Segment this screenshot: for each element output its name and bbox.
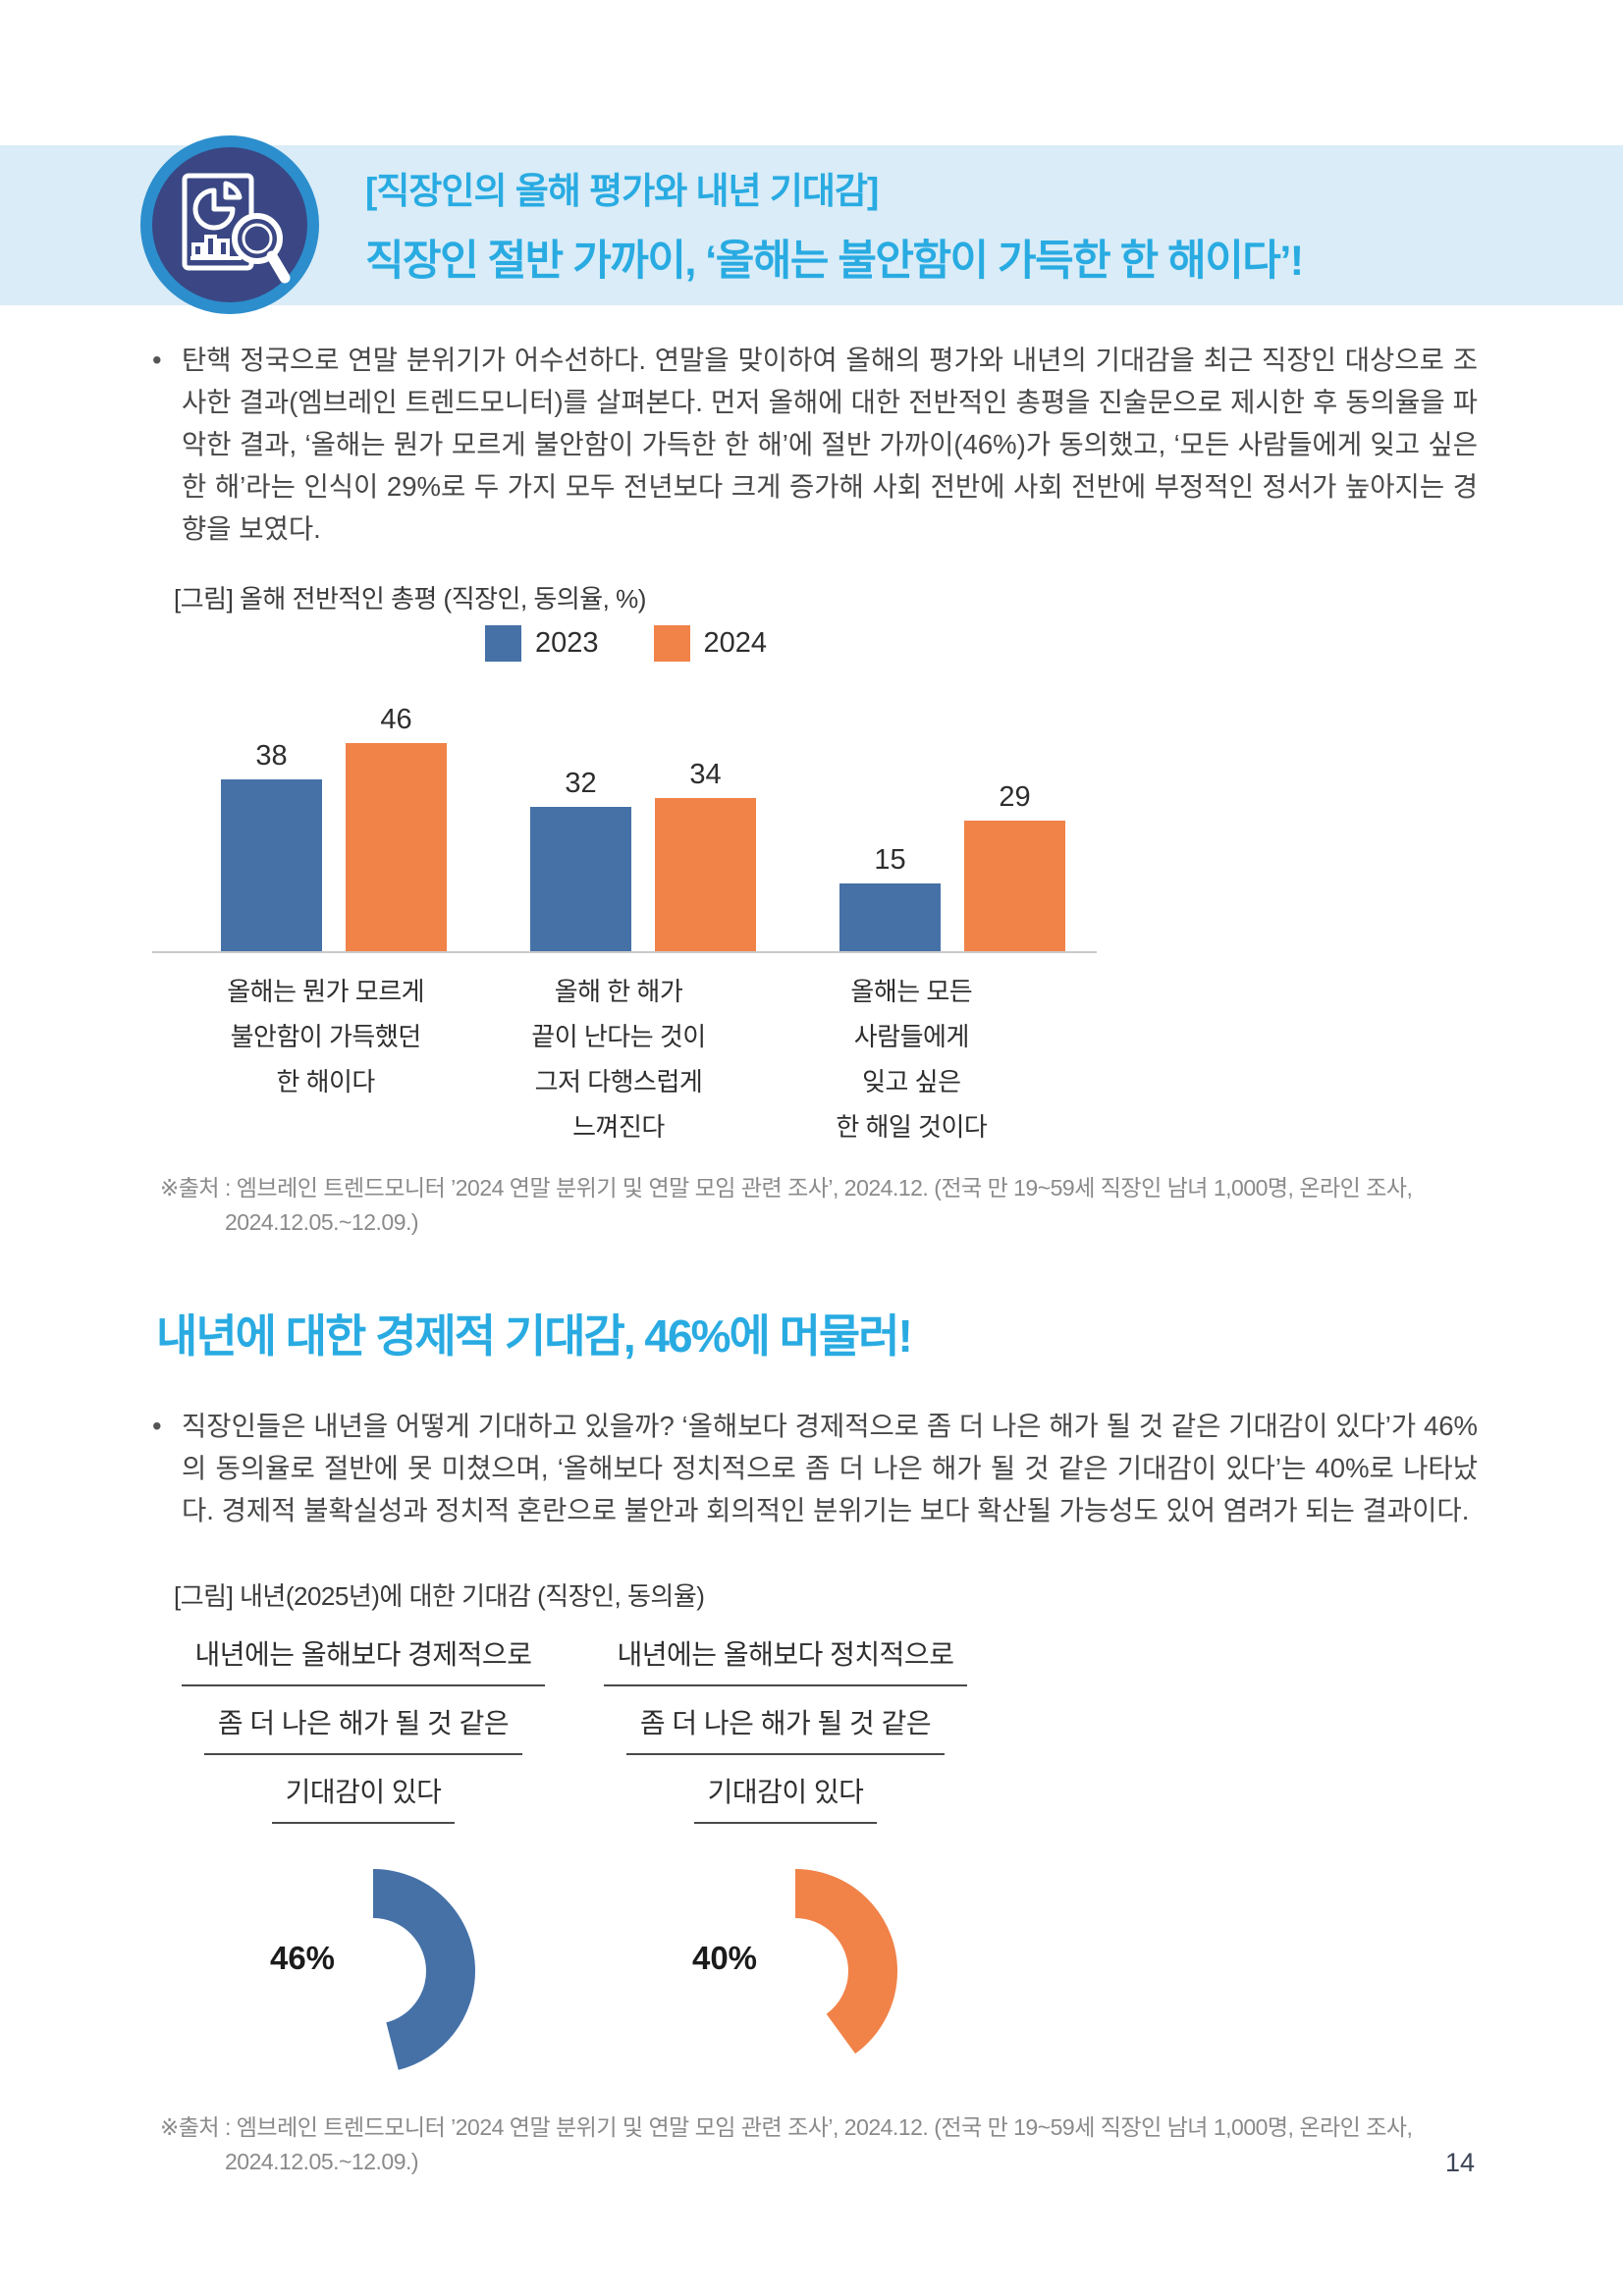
bar-value-label: 29 [999, 781, 1031, 813]
chart1-caption: [그림] 올해 전반적인 총평 (직장인, 동의율, %) [174, 584, 646, 614]
legend-label-2024: 2024 [703, 626, 768, 659]
donut-label-line: 기대감이 있다 [182, 1771, 546, 1840]
source-note-line2: 2024.12.05.~12.09.) [225, 2149, 419, 2174]
bar-value-label: 38 [255, 740, 288, 772]
chart2-caption: [그림] 내년(2025년)에 대한 기대감 (직장인, 동의율) [174, 1581, 705, 1611]
main-content: • 탄핵 정국으로 연말 분위기가 어수선하다. 연말을 맞이하여 올해의 평가… [152, 339, 1478, 2179]
chart1-legend: 2023 2024 [152, 624, 1100, 662]
donut-percent-label: 46% [270, 1940, 335, 1976]
donut-label-line: 기대감이 있다 [604, 1771, 968, 1840]
bar-group-2: 32 34 [530, 759, 756, 951]
category-label-line: 느껴진다 [572, 1112, 665, 1142]
donut-label-text: 좀 더 나은 해가 될 것 같은 [625, 1702, 946, 1755]
donut-label-text: 기대감이 있다 [271, 1771, 456, 1824]
donut-label-text: 내년에는 올해보다 경제적으로 [181, 1633, 546, 1686]
legend-item-2024: 2024 [653, 624, 768, 662]
bar-value-label: 15 [874, 844, 906, 876]
donut-label-line: 내년에는 올해보다 경제적으로 [181, 1633, 546, 1702]
section2-paragraph: • 직장인들은 내년을 어떻게 기대하고 있을까? ‘올해보다 경제적으로 좀 … [152, 1405, 1478, 1531]
header-text-block: [직장인의 올해 평가와 내년 기대감] 직장인 절반 가까이, ‘올해는 불안… [365, 161, 1304, 288]
category-label-line: 잊고 싶은 [862, 1067, 961, 1096]
bullet-marker: • [152, 1411, 162, 1441]
source-note-line1: ※출처 : 엠브레인 트렌드모니터 ’2024 연말 분위기 및 연말 모임 관… [160, 1175, 1413, 1201]
bullet-marker: • [152, 345, 162, 375]
bar-value-label: 34 [689, 759, 722, 790]
donut-label-line: 좀 더 나은 해가 될 것 같은 [604, 1702, 968, 1771]
chart1-axis-line [152, 951, 1097, 953]
category-label-line: 올해는 뭔가 모르게 [227, 977, 425, 1006]
bar-rect [839, 883, 941, 951]
donut-percent-label: 40% [692, 1940, 757, 1976]
donut-label-text: 내년에는 올해보다 정치적으로 [603, 1633, 968, 1686]
donut-arc-2: 40% [692, 1869, 897, 2073]
section2-text: 직장인들은 내년을 어떻게 기대하고 있을까? ‘올해보다 경제적으로 좀 더 … [182, 1411, 1478, 1525]
category-label-line: 한 해이다 [276, 1067, 375, 1096]
bar-rect [530, 807, 631, 951]
bar-value-label: 32 [565, 768, 597, 799]
bar-2024-2: 34 [655, 759, 756, 951]
chart1-bar-area: 38 46 32 34 15 29 [152, 662, 1100, 951]
header-kicker: [직장인의 올해 평가와 내년 기대감] [365, 171, 879, 211]
legend-swatch-2024 [653, 624, 690, 662]
source-note-line1: ※출처 : 엠브레인 트렌드모니터 ’2024 연말 분위기 및 연말 모임 관… [160, 2114, 1413, 2140]
bar-2023-2: 32 [530, 768, 631, 951]
category-label-line: 불안함이 가득했던 [230, 1022, 422, 1051]
donut-label-text: 기대감이 있다 [693, 1771, 878, 1824]
category-label-line: 올해는 모든 [850, 977, 973, 1006]
header-headline: 직장인 절반 가까이, ‘올해는 불안함이 가득한 한 해이다’! [365, 238, 1304, 285]
page-number: 14 [1445, 2148, 1476, 2177]
bar-group-1: 38 46 [221, 704, 447, 951]
bar-rect [655, 798, 756, 951]
source-note-2: ※출처 : 엠브레인 트렌드모니터 ’2024 연말 분위기 및 연말 모임 관… [160, 2110, 1478, 2179]
report-icon-badge [139, 134, 320, 315]
donut-label-text: 좀 더 나은 해가 될 것 같은 [203, 1702, 523, 1755]
legend-item-2023: 2023 [484, 624, 599, 662]
category-label-line: 사람들에게 [853, 1022, 970, 1051]
legend-label-2023: 2023 [534, 626, 599, 659]
section2-heading: 내년에 대한 경제적 기대감, 46%에 머물러! [156, 1310, 913, 1362]
intro-text: 탄핵 정국으로 연말 분위기가 어수선하다. 연말을 맞이하여 올해의 평가와 … [182, 345, 1478, 544]
donut-label-line: 좀 더 나은 해가 될 것 같은 [182, 1702, 546, 1771]
intro-paragraph: • 탄핵 정국으로 연말 분위기가 어수선하다. 연말을 맞이하여 올해의 평가… [152, 339, 1478, 550]
bar-2024-3: 29 [964, 781, 1065, 951]
report-chart-magnifier-icon [140, 135, 319, 314]
donut-arc-1: 46% [270, 1869, 475, 2073]
category-label-line: 올해 한 해가 [554, 977, 683, 1006]
bar-group-3: 15 29 [839, 781, 1065, 951]
bar-rect [346, 743, 447, 951]
source-note-1: ※출처 : 엠브레인 트렌드모니터 ’2024 연말 분위기 및 연말 모임 관… [160, 1171, 1478, 1240]
source-note-line2: 2024.12.05.~12.09.) [225, 1209, 419, 1235]
bar-2023-3: 15 [839, 844, 941, 951]
legend-swatch-2023 [484, 624, 521, 662]
bar-rect [964, 821, 1065, 951]
category-label-line: 한 해일 것이다 [836, 1112, 988, 1142]
bar-2024-1: 46 [346, 704, 447, 951]
category-label-line: 그저 다행스럽게 [534, 1067, 703, 1096]
bar-rect [221, 779, 322, 951]
donut-label-line: 내년에는 올해보다 정치적으로 [603, 1633, 968, 1702]
bar-2023-1: 38 [221, 740, 322, 951]
bar-value-label: 46 [380, 704, 412, 735]
category-label-line: 끝이 난다는 것이 [531, 1022, 706, 1051]
